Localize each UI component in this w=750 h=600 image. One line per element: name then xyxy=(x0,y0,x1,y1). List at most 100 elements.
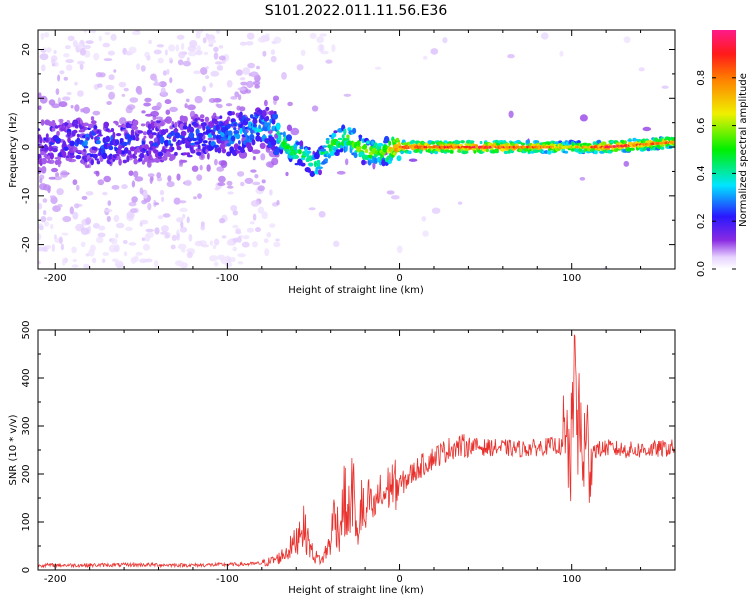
heatmap-ridge-cell xyxy=(247,145,254,153)
colorbar-tick-label: 0.6 xyxy=(696,118,707,134)
heatmap-ridge-cell xyxy=(262,110,267,118)
heatmap-noise-cell xyxy=(237,171,245,177)
heatmap-noise-cell xyxy=(85,217,92,225)
heatmap-ridge-cell xyxy=(631,147,635,151)
heatmap-noise-cell xyxy=(285,171,289,177)
spectrogram-ytick-label: -20 xyxy=(21,236,32,252)
heatmap-noise-cell xyxy=(251,241,258,248)
heatmap-noise-cell xyxy=(213,261,219,267)
heatmap-ridge-cell xyxy=(172,137,177,142)
heatmap-noise-cell xyxy=(131,196,138,203)
heatmap-noise-cell xyxy=(374,66,382,70)
heatmap-noise-cell xyxy=(129,97,139,103)
heatmap-ridge-cell xyxy=(157,125,161,129)
heatmap-noise-cell xyxy=(217,182,226,186)
heatmap-noise-cell xyxy=(154,78,158,84)
heatmap-ridge-cell xyxy=(217,147,222,154)
heatmap-noise-cell xyxy=(74,81,78,86)
heatmap-ridge-cell xyxy=(139,152,145,159)
colorbar-tick-label: 0.2 xyxy=(696,213,707,229)
heatmap-ridge-cell xyxy=(238,140,241,145)
heatmap-ridge-cell xyxy=(469,140,475,143)
heatmap-noise-cell xyxy=(257,185,265,192)
figure-title: S101.2022.011.11.56.E36 xyxy=(265,3,448,19)
heatmap-noise-cell xyxy=(244,177,254,184)
heatmap-noise-cell xyxy=(102,258,106,263)
heatmap-ridge-cell xyxy=(582,142,588,146)
heatmap-noise-cell xyxy=(79,47,86,56)
heatmap-ridge-cell xyxy=(233,130,240,135)
heatmap-noise-cell xyxy=(422,55,428,60)
heatmap-ridge-cell xyxy=(672,137,675,141)
heatmap-noise-cell xyxy=(248,72,252,77)
heatmap-ridge-cell xyxy=(273,111,277,114)
heatmap-ridge-cell xyxy=(672,143,675,147)
heatmap-noise-cell xyxy=(229,256,236,263)
heatmap-noise-cell xyxy=(156,44,165,48)
heatmap-noise-cell xyxy=(159,189,165,196)
heatmap-noise-cell xyxy=(82,106,91,114)
heatmap-ridge-cell xyxy=(199,114,205,119)
heatmap-ridge-cell xyxy=(243,130,248,137)
heatmap-noise-cell xyxy=(161,225,169,233)
heatmap-noise-cell xyxy=(170,244,176,250)
heatmap-ridge-cell xyxy=(219,143,226,150)
heatmap-noise-cell xyxy=(176,34,185,40)
heatmap-ridge-cell xyxy=(230,135,236,142)
heatmap-noise-cell xyxy=(43,32,50,38)
heatmap-noise-cell xyxy=(184,179,192,187)
heatmap-ridge-cell xyxy=(54,125,59,129)
heatmap-noise-cell xyxy=(216,65,224,71)
heatmap-ridge-cell xyxy=(266,122,271,126)
heatmap-noise-cell xyxy=(579,114,588,122)
heatmap-ridge-cell xyxy=(159,121,165,127)
heatmap-ridge-cell xyxy=(276,130,280,136)
heatmap-noise-cell xyxy=(262,50,267,57)
heatmap-noise-cell xyxy=(281,72,287,80)
heatmap-ridge-cell xyxy=(204,116,210,122)
heatmap-ridge-cell xyxy=(219,115,223,119)
heatmap-noise-cell xyxy=(271,157,279,166)
spectrogram-xtick-label: -200 xyxy=(44,273,67,284)
heatmap-ridge-cell xyxy=(208,121,215,129)
heatmap-noise-cell xyxy=(122,239,128,245)
heatmap-noise-cell xyxy=(53,176,63,181)
heatmap-ridge-cell xyxy=(197,132,204,137)
heatmap-ridge-cell xyxy=(116,155,121,160)
heatmap-ridge-cell xyxy=(249,134,255,141)
heatmap-noise-cell xyxy=(51,167,58,173)
heatmap-ridge-cell xyxy=(62,151,67,158)
heatmap-noise-cell xyxy=(57,74,61,82)
heatmap-noise-cell xyxy=(316,36,325,44)
heatmap-noise-cell xyxy=(42,184,51,191)
heatmap-noise-cell xyxy=(48,176,56,180)
heatmap-ridge-cell xyxy=(163,140,170,144)
heatmap-noise-cell xyxy=(225,261,233,268)
heatmap-noise-cell xyxy=(186,216,190,224)
heatmap-noise-cell xyxy=(249,221,255,225)
snr-xtick-label: -200 xyxy=(44,574,67,585)
heatmap-ridge-cell xyxy=(95,140,101,145)
heatmap-noise-cell xyxy=(110,33,117,41)
heatmap-noise-cell xyxy=(176,173,181,181)
heatmap-ridge-cell xyxy=(233,127,237,131)
heatmap-noise-cell xyxy=(77,42,83,50)
colorbar-tick-label: 0.4 xyxy=(696,165,707,181)
heatmap-noise-cell xyxy=(60,170,69,178)
heatmap-ridge-cell xyxy=(77,150,83,153)
heatmap-ridge-cell xyxy=(402,142,409,146)
heatmap-noise-cell xyxy=(38,166,42,175)
heatmap-noise-cell xyxy=(136,63,141,70)
heatmap-noise-cell xyxy=(103,58,113,62)
heatmap-ridge-cell xyxy=(292,148,298,155)
heatmap-ridge-cell xyxy=(250,128,254,135)
heatmap-ridge-cell xyxy=(388,140,392,146)
heatmap-noise-cell xyxy=(254,174,259,179)
heatmap-ridge-cell xyxy=(270,138,277,147)
heatmap-noise-cell xyxy=(121,93,126,97)
heatmap-noise-cell xyxy=(181,42,185,51)
heatmap-noise-cell xyxy=(62,258,66,266)
heatmap-noise-cell xyxy=(240,181,245,187)
heatmap-noise-cell xyxy=(213,52,219,60)
heatmap-noise-cell xyxy=(55,88,60,95)
